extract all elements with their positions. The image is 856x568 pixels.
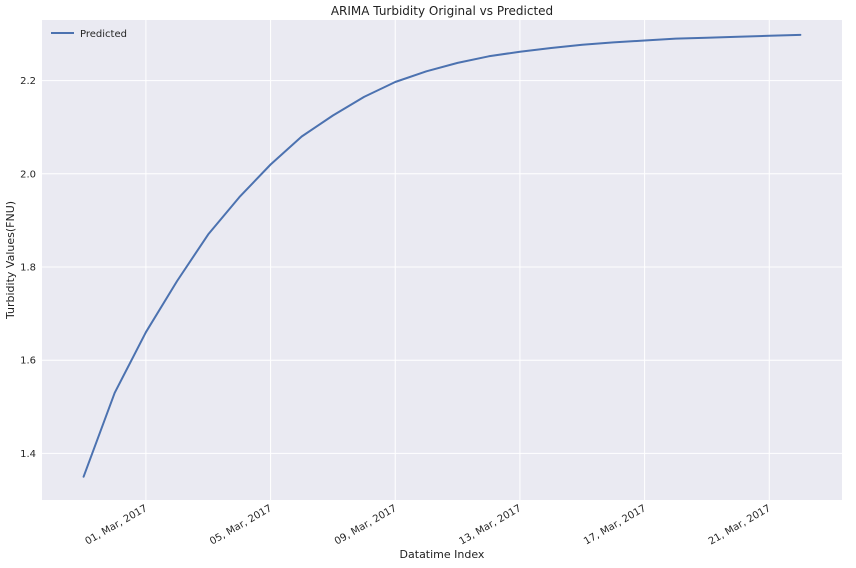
y-tick-label: 1.6	[20, 356, 36, 367]
y-tick-label: 1.8	[20, 262, 36, 273]
grid	[42, 20, 842, 500]
x-tick-label: 13, Mar, 2017	[458, 503, 524, 547]
x-tick-label: 09, Mar, 2017	[333, 503, 399, 547]
x-tick-label: 01, Mar, 2017	[83, 503, 149, 547]
legend-label-predicted: Predicted	[80, 29, 127, 40]
y-tick-label: 2.0	[20, 169, 36, 180]
series-layer	[82, 33, 802, 478]
x-tick-label: 05, Mar, 2017	[208, 503, 274, 547]
chart-title: ARIMA Turbidity Original vs Predicted	[331, 4, 553, 18]
y-tick-label: 2.2	[20, 76, 36, 87]
legend: Predicted	[51, 29, 127, 40]
x-tick-label: 21, Mar, 2017	[707, 503, 773, 547]
plot-area	[42, 20, 842, 500]
x-tick-label: 17, Mar, 2017	[582, 503, 648, 547]
y-tick-label: 1.4	[20, 449, 36, 460]
x-axis-label: Datatime Index	[400, 548, 485, 561]
y-axis-label: Turbidity Values(FNU)	[4, 201, 17, 320]
series-line-predicted	[82, 33, 802, 478]
